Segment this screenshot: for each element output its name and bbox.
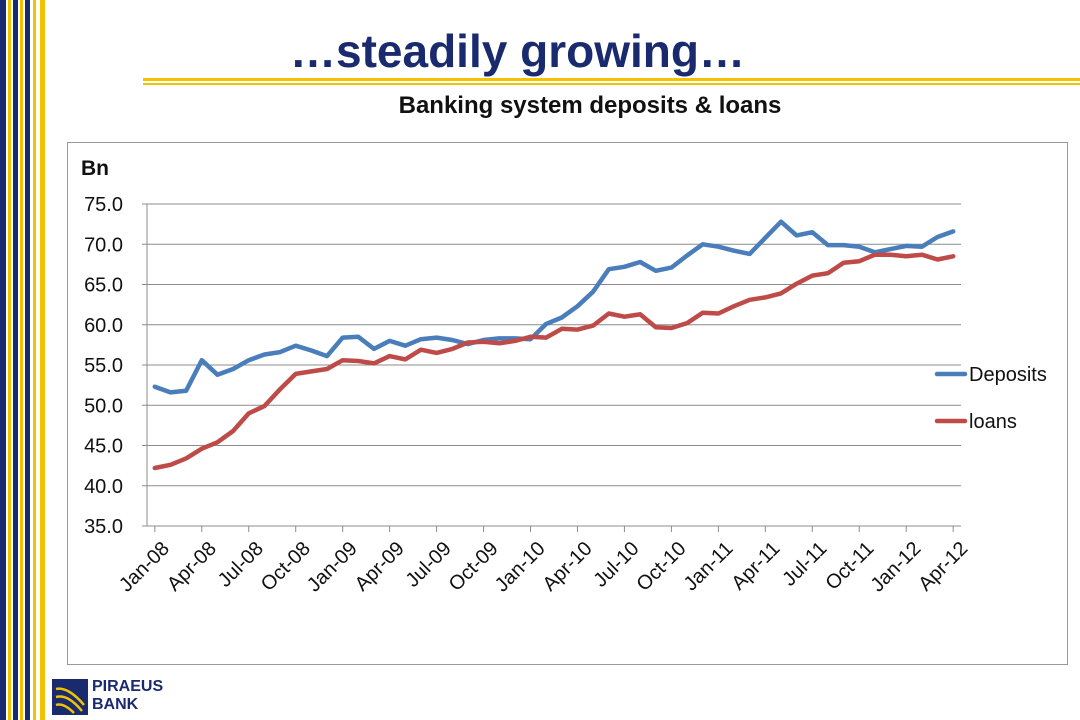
x-tick-label: Jul-11 [778,538,831,591]
x-tick-label: Oct-08 [257,538,315,596]
series-line-deposits [152,219,956,395]
side-stripes [0,0,45,720]
legend-label-deposits: Deposits [969,364,1047,386]
y-tick-label: 70.0 [84,234,123,256]
line-chart: 75.0 70.0 65.0 60.0 55.0 50.0 45.0 40.0 35.0 Jan… [81,157,1047,597]
gridlines [147,203,961,527]
series-line-loans [152,252,956,471]
slide-title: …steadily growing… [290,25,745,77]
legend: Deposits loans [934,364,1047,433]
y-tick-label: 40.0 [84,476,123,498]
y-tick-label: 35.0 [84,516,123,538]
x-tick-label: Oct-11 [821,538,878,595]
x-tick-label: Apr-08 [163,538,221,596]
y-axis-label: Bn [81,157,109,180]
x-tick-label: Jan-11 [680,538,738,596]
y-tick-label: 75.0 [84,194,123,216]
series-lines [152,219,956,471]
x-tick-label: Jan-12 [867,538,926,597]
logo-mark-icon [52,679,88,715]
x-tick-label: Oct-10 [633,538,691,596]
x-tick-label: Apr-12 [914,538,972,596]
logo-line-1: PIRAEUS [92,678,164,695]
x-tick-label: Oct-09 [445,538,503,596]
x-tick-label: Jan-09 [303,538,362,597]
x-tick-label: Jan-08 [115,538,174,597]
x-tick-label: Apr-09 [351,538,409,596]
title-underline [143,78,1080,88]
x-tick-label: Apr-10 [539,538,597,596]
y-tick-label: 50.0 [84,395,123,417]
chart-subtitle: Banking system deposits & loans [398,92,782,119]
logo-line-2: BANK [92,696,139,713]
x-tick-label: Jan-10 [491,538,550,597]
y-tick-label: 45.0 [84,436,123,458]
y-tick-label: 65.0 [84,275,123,297]
y-axis: 75.0 70.0 65.0 60.0 55.0 50.0 45.0 40.0 35.0 [84,194,148,538]
y-tick-label: 55.0 [84,355,123,377]
piraeus-bank-logo: PIRAEUS BANK [52,677,192,717]
x-tick-label: Apr-11 [728,538,785,595]
legend-label-loans: loans [969,411,1017,433]
x-axis: Jan-08Apr-08Jul-08Oct-08Jan-09Apr-09Jul-… [115,525,972,597]
chart-frame: 75.0 70.0 65.0 60.0 55.0 50.0 45.0 40.0 35.0 Jan… [67,142,1068,665]
y-tick-label: 60.0 [84,315,123,337]
